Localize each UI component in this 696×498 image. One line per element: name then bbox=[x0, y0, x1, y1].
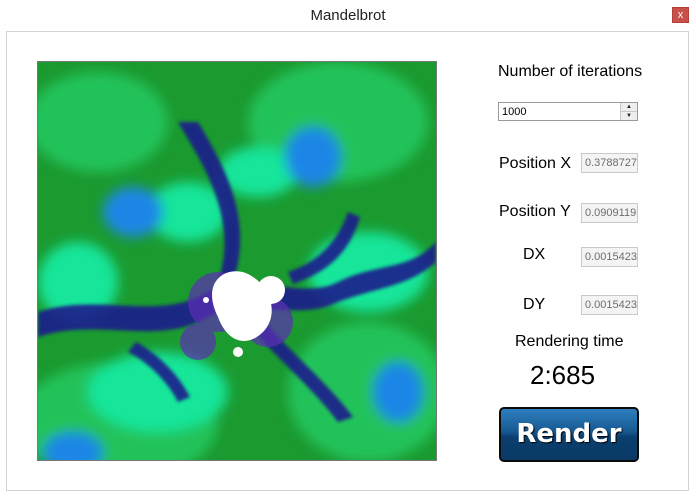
position-y-label: Position Y bbox=[499, 203, 571, 220]
rendering-time-value: 2:685 bbox=[530, 360, 596, 390]
title-bar: Mandelbrot x bbox=[0, 0, 696, 31]
down-arrow-icon[interactable]: ▼ bbox=[621, 112, 637, 120]
close-button[interactable]: x bbox=[672, 7, 689, 23]
dy-label: DY bbox=[523, 296, 546, 313]
rendering-time-label: Rendering time bbox=[515, 333, 624, 350]
fractal-picture bbox=[38, 62, 436, 460]
dy-field[interactable]: 0.0015423 bbox=[581, 295, 638, 315]
iterations-input[interactable] bbox=[499, 103, 622, 120]
position-y-field[interactable]: 0.0909119 bbox=[581, 203, 638, 223]
fractal-image bbox=[37, 61, 437, 461]
position-x-label: Position X bbox=[499, 155, 572, 172]
iterations-stepper[interactable]: ▲ ▼ bbox=[498, 102, 638, 121]
spin-buttons: ▲ ▼ bbox=[620, 103, 637, 120]
position-x-field[interactable]: 0.3788727 bbox=[581, 153, 638, 173]
render-button[interactable]: Render bbox=[499, 407, 639, 462]
dx-field[interactable]: 0.0015423 bbox=[581, 247, 638, 267]
up-arrow-icon[interactable]: ▲ bbox=[621, 103, 637, 112]
dx-label: DX bbox=[523, 246, 546, 263]
iterations-label: Number of iterations bbox=[498, 63, 643, 80]
window-title: Mandelbrot bbox=[310, 7, 386, 24]
